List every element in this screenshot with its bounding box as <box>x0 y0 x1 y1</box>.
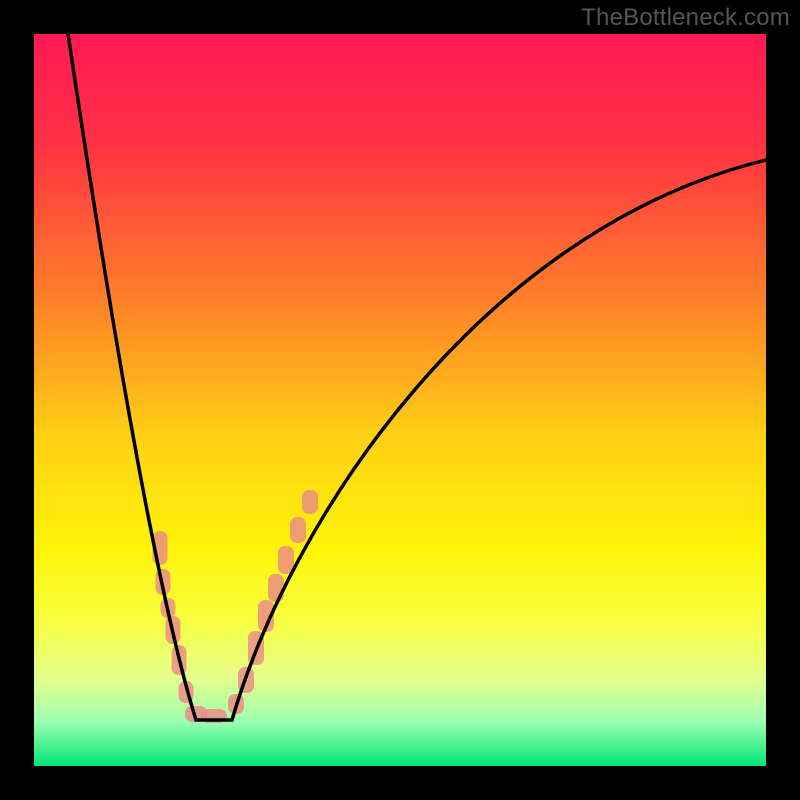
gradient-background <box>34 34 766 766</box>
curve-marker <box>302 490 318 514</box>
curve-marker <box>290 517 306 543</box>
curve-marker <box>268 574 284 602</box>
watermark-text: TheBottleneck.com <box>581 4 790 32</box>
bottleneck-v-curve-chart <box>0 0 800 800</box>
chart-canvas: TheBottleneck.com <box>0 0 800 800</box>
plot-area <box>34 20 766 766</box>
